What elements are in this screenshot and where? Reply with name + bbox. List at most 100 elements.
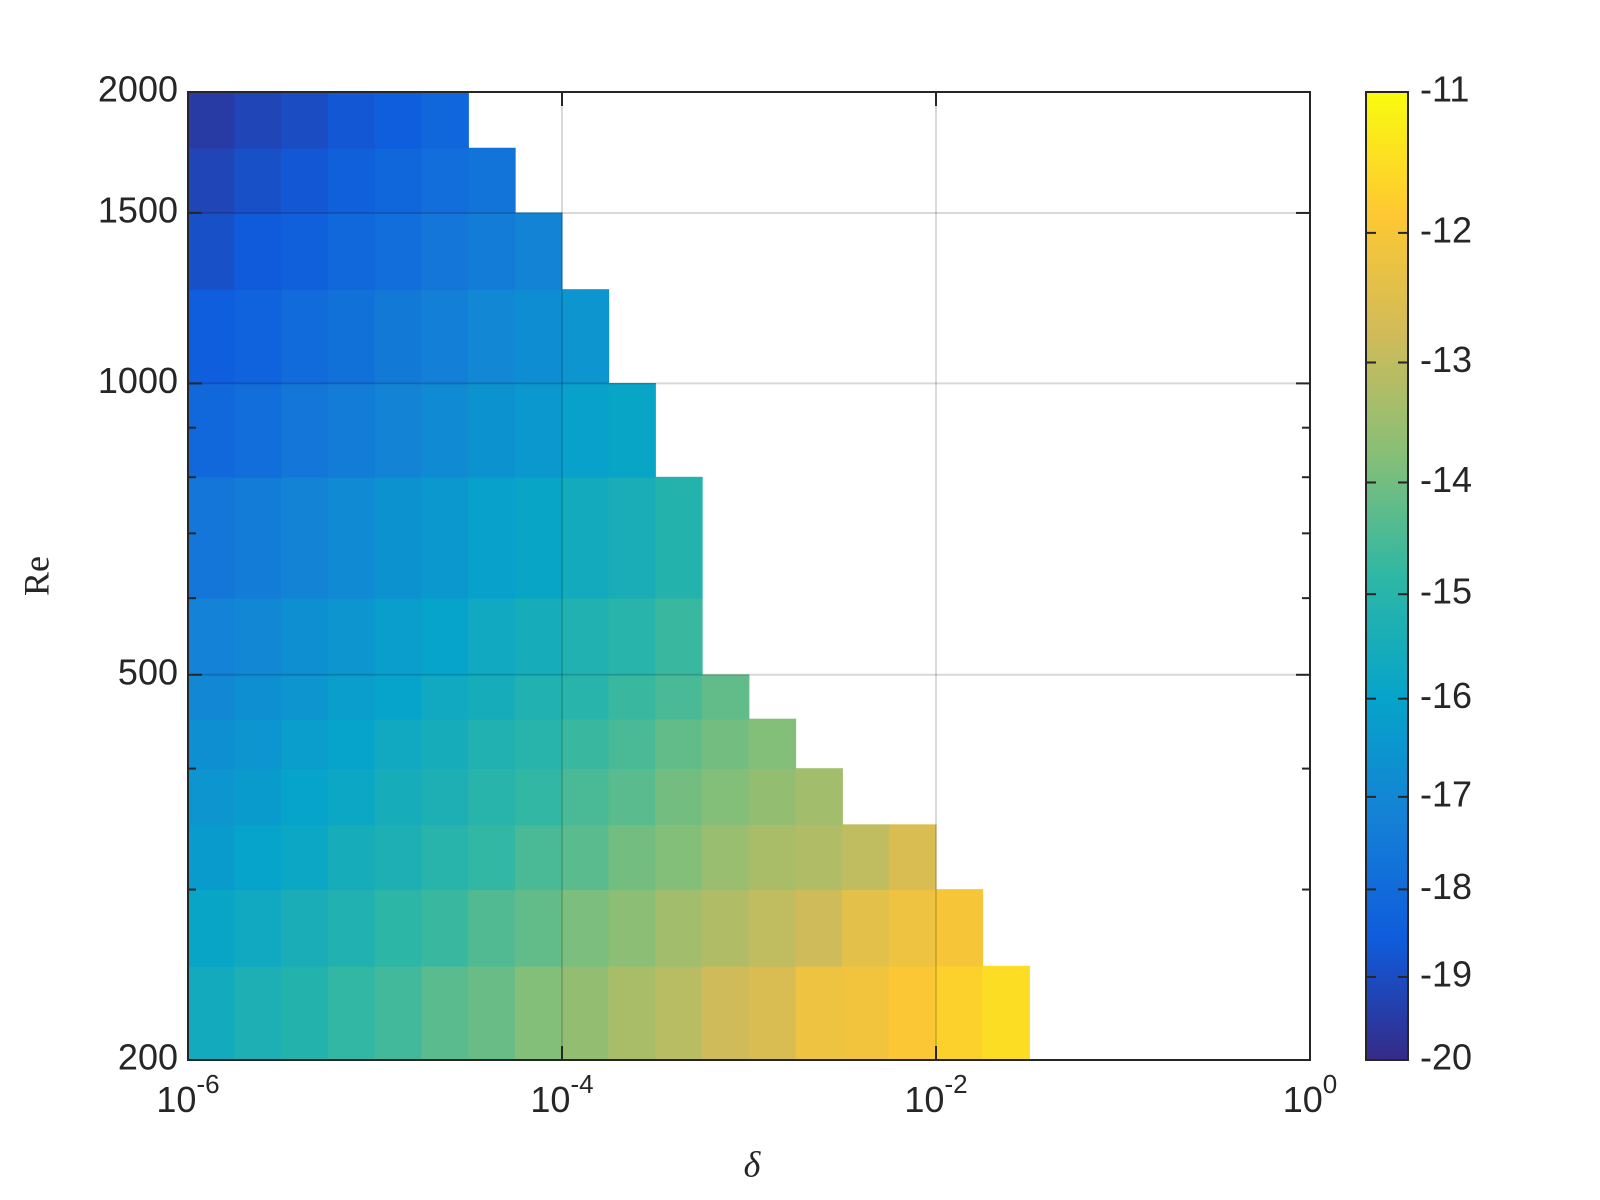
contour-cell — [281, 965, 329, 1061]
x-axis-label: δ — [744, 1144, 762, 1184]
contour-cell — [187, 289, 236, 384]
x-tick-label: 10-2 — [904, 1069, 967, 1120]
contour-cell — [701, 965, 750, 1061]
contour-cell — [655, 476, 703, 599]
plot-frame — [187, 91, 1311, 1061]
contour-cell — [608, 824, 656, 890]
contour-cell — [655, 674, 703, 720]
contour-cell — [514, 674, 563, 720]
contour-cell — [234, 212, 282, 290]
contour-cell — [468, 824, 516, 890]
contour-cell — [514, 597, 563, 676]
contour-cell — [561, 674, 610, 720]
contour-cell — [281, 824, 329, 890]
contour-cell — [468, 674, 516, 720]
contour-cell — [701, 824, 750, 890]
contour-cell — [561, 965, 610, 1061]
contour-cell — [655, 824, 703, 890]
contour-cell — [608, 674, 656, 720]
contour-cell — [421, 674, 469, 720]
contour-cell — [234, 965, 282, 1061]
contour-cell — [281, 289, 329, 384]
contour-cell — [327, 476, 376, 599]
contour-cell — [421, 212, 469, 290]
contour-cell — [468, 768, 516, 826]
contour-cell — [748, 965, 797, 1061]
contour-cell — [561, 382, 610, 478]
contour-cell — [187, 212, 236, 290]
contour-cell — [608, 768, 656, 826]
contour-cell — [421, 768, 469, 826]
contour-cell — [748, 768, 797, 826]
contour-cell — [281, 718, 329, 770]
contour-cell — [514, 718, 563, 770]
contour-cell — [561, 824, 610, 890]
colorbar-tick-label: -20 — [1420, 1037, 1472, 1078]
contour-cell — [421, 597, 469, 676]
colorbar-tick-label: -13 — [1420, 339, 1472, 380]
colorbar-tick-label: -11 — [1420, 69, 1469, 110]
y-tick-label: 2000 — [98, 69, 178, 110]
contour-cell — [281, 382, 329, 478]
contour-cell — [234, 382, 282, 478]
x-tick-exponent: -4 — [570, 1069, 593, 1099]
contour-cell — [187, 597, 236, 676]
contour-cell — [514, 382, 563, 478]
contour-cell — [234, 597, 282, 676]
contour-cell — [374, 382, 423, 478]
axes: 10-6 10-4 10-2 100200500100015002000-20-19-… — [98, 69, 1472, 1120]
contour-cell — [327, 212, 376, 290]
contour-cell — [795, 889, 843, 967]
contour-cell — [234, 889, 282, 967]
colorbar-tick-label: -14 — [1420, 459, 1472, 500]
x-tick-exponent: -2 — [944, 1069, 967, 1099]
y-tick-label: 500 — [118, 651, 178, 692]
contour-cell — [561, 597, 610, 676]
contour-cell — [187, 476, 236, 599]
contour-cell — [187, 889, 236, 967]
contour-cell — [748, 889, 797, 967]
contour-cell — [655, 597, 703, 676]
contour-cell — [187, 91, 236, 149]
y-tick-label: 200 — [118, 1037, 178, 1078]
contour-cell — [468, 597, 516, 676]
contour-cell — [795, 824, 843, 890]
colorbar-tick-label: -19 — [1420, 953, 1472, 994]
x-tick-label: 10-6 — [156, 1069, 219, 1120]
contour-cell — [281, 91, 329, 149]
contour-cell — [281, 147, 329, 214]
contour-cell — [421, 824, 469, 890]
contour-cell — [795, 965, 843, 1061]
contour-cell — [187, 768, 236, 826]
contour-cell — [187, 674, 236, 720]
contour-cell — [234, 768, 282, 826]
contour-cell — [935, 889, 984, 967]
contour-cell — [234, 824, 282, 890]
contour-cell — [514, 289, 563, 384]
contour-cell — [514, 768, 563, 826]
y-axis-label: Re — [16, 556, 56, 596]
contour-cell — [187, 824, 236, 890]
contour-cell — [468, 965, 516, 1061]
contour-cell — [281, 597, 329, 676]
contour-cell — [374, 476, 423, 599]
contour-cell — [327, 147, 376, 214]
contour-cell — [281, 674, 329, 720]
contour-cell — [608, 382, 656, 478]
contour-cell — [888, 965, 937, 1061]
contour-cell — [701, 768, 750, 826]
contour-cell — [701, 674, 750, 720]
contour-cell — [468, 476, 516, 599]
contour-cell — [608, 597, 656, 676]
contour-cell — [795, 768, 843, 826]
contour-cell — [888, 889, 937, 967]
contour-cell — [234, 289, 282, 384]
y-tick-label: 1000 — [98, 360, 178, 401]
contour-cell — [234, 91, 282, 149]
contour-cell — [374, 289, 423, 384]
contour-cell — [655, 768, 703, 826]
contour-cell — [468, 289, 516, 384]
contour-cell — [327, 718, 376, 770]
colorbar-tick-label: -17 — [1420, 773, 1472, 814]
